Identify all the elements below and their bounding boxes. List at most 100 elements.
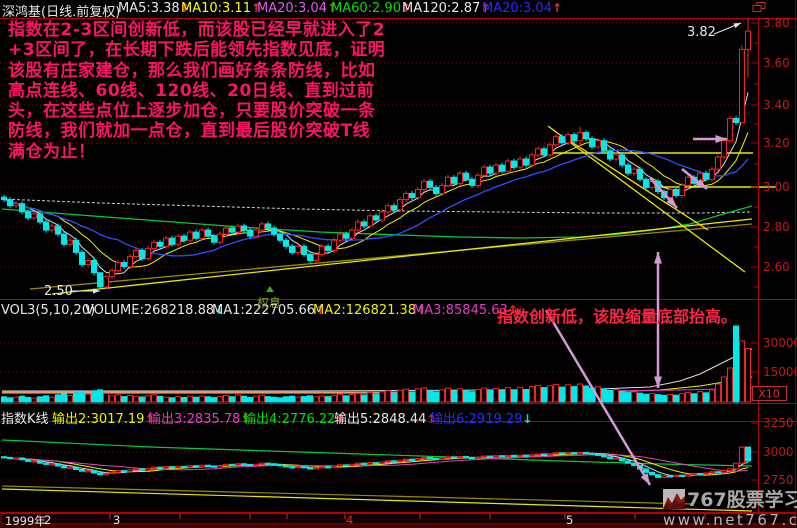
index-candle-body: [289, 466, 295, 469]
index-candle-body: [139, 468, 145, 471]
index-candle-body: [745, 446, 751, 462]
volume-bar: [43, 395, 49, 403]
timeline-month-label: 3: [113, 513, 121, 527]
price-candle-body: [463, 172, 469, 180]
price-candle-body: [31, 213, 37, 219]
index-candle-body: [193, 465, 199, 468]
price-candle-body: [541, 148, 547, 156]
index-candle-body: [565, 452, 571, 455]
arrowhead: [695, 178, 707, 189]
index-candle-body: [385, 460, 391, 463]
index-candle-body: [613, 457, 619, 460]
up-arrow-icon: ↑: [240, 412, 251, 426]
volume-bar: [433, 391, 439, 403]
price-axis-label: 2.80: [763, 220, 790, 234]
price-candle-body: [229, 227, 235, 233]
index-candle-body: [397, 459, 403, 463]
price-candle-body: [49, 225, 55, 231]
index-candle-body: [457, 456, 463, 459]
arrowhead: [654, 252, 662, 264]
price-candle-body: [121, 262, 127, 268]
volume-bar: [37, 396, 43, 403]
price-candle-body: [157, 241, 163, 247]
volume-bar: [493, 387, 499, 403]
index-candle-body: [433, 457, 439, 461]
index-candle-body: [631, 462, 637, 466]
volume-bar: [373, 393, 379, 403]
price-candle-body: [409, 193, 415, 199]
trendline-yellow-down-a: [547, 125, 746, 273]
up-arrow-icon: ↑: [326, 1, 338, 15]
index-candle-body: [427, 456, 433, 460]
index-candle-body: [607, 456, 613, 460]
volume-bar: [121, 396, 127, 403]
price-candle-body: [721, 140, 727, 158]
price-candle-body: [481, 166, 487, 176]
volume-bar: [235, 394, 241, 403]
volume-bar: [679, 393, 685, 403]
index-axis-label: 3250: [763, 416, 794, 430]
volume-bar: [7, 397, 13, 403]
price-candle-body: [289, 245, 295, 253]
volume-bar: [319, 395, 325, 403]
index-candle-body: [619, 457, 625, 462]
index-candle-body: [547, 453, 553, 456]
index-candle-body: [499, 455, 505, 458]
volume-bar: [49, 396, 55, 403]
price-candle-body: [553, 136, 559, 146]
idx-green-line: [1, 439, 753, 467]
volume-bar: [127, 394, 133, 403]
volume-bar: [661, 394, 667, 403]
index-candle-body: [523, 454, 529, 457]
volume-bar: [217, 395, 223, 403]
volume-bar: [523, 389, 529, 403]
volume-bar: [187, 395, 193, 403]
price-candle-body: [499, 164, 505, 172]
price-candle-body: [115, 262, 121, 272]
up-arrow-icon: ↑: [551, 1, 563, 15]
volume-bar: [739, 340, 745, 403]
price-candle-body: [385, 205, 391, 213]
index-candle-body: [295, 466, 301, 469]
price-candle-body: [307, 253, 313, 262]
index-candle-body: [109, 471, 115, 475]
price-candle-body: [145, 247, 151, 259]
price-axis-label: 3.40: [763, 98, 790, 112]
price-candle-body: [457, 172, 463, 184]
header-segment: 输出5:2848.44↑: [334, 412, 437, 427]
index-candle-body: [541, 453, 547, 456]
price-candle-body: [679, 184, 685, 197]
volume-bar: [637, 392, 643, 403]
index-candle-body: [361, 462, 367, 465]
volume-bar: [445, 387, 451, 403]
price-candle-body: [733, 117, 739, 123]
timeline-month-label: 5: [566, 513, 574, 527]
price-candle-body: [343, 233, 349, 239]
volume-bar: [577, 383, 583, 403]
index-candle-body: [715, 471, 721, 474]
index-candle-body: [571, 452, 577, 455]
volume-bar: [415, 388, 421, 403]
index-candle-body: [373, 462, 379, 465]
price-candle-body: [73, 239, 79, 253]
ex-rights-label: 权息: [257, 296, 282, 310]
index-candle-body: [703, 472, 709, 475]
volume-axis-label: 30000: [763, 336, 797, 350]
index-candle-body: [7, 456, 13, 460]
price-candle-body: [559, 136, 565, 144]
index-candle-body: [595, 453, 601, 456]
restore-window-icon[interactable]: [752, 5, 762, 12]
header-segment: MA120:2.87↑: [402, 1, 491, 16]
index-candle-body: [43, 462, 49, 465]
volume-bar: [697, 391, 703, 403]
volume-bar: [145, 395, 151, 403]
index-candle-body: [133, 468, 139, 471]
volume-bar: [559, 386, 565, 403]
volume-bar: [115, 394, 121, 403]
volume-bar: [703, 392, 709, 403]
volume-bar: [727, 367, 733, 403]
volume-bar: [457, 388, 463, 403]
header-segment: MA20:3.04↑: [257, 1, 338, 16]
index-candle-body: [313, 467, 319, 470]
price-candle-body: [475, 174, 481, 186]
